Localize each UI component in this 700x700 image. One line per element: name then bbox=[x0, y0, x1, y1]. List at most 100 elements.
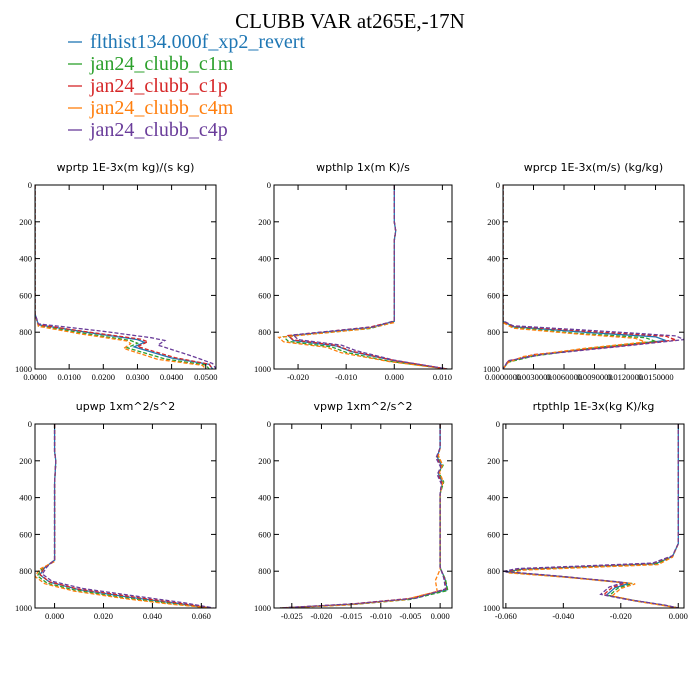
series-line bbox=[35, 185, 216, 369]
y-tick-label: 400 bbox=[487, 254, 500, 264]
y-tick-label: 1000 bbox=[483, 364, 500, 374]
y-tick-label: 800 bbox=[487, 566, 500, 576]
y-tick-label: 800 bbox=[258, 327, 271, 337]
series-line bbox=[35, 185, 214, 369]
y-tick-label: 400 bbox=[487, 493, 500, 503]
x-tick-label: 0.000 bbox=[385, 372, 404, 382]
x-tick-label: 0.040 bbox=[143, 611, 162, 621]
y-tick-label: 200 bbox=[258, 456, 271, 466]
y-tick-label: 400 bbox=[19, 254, 32, 264]
x-tick-label: 0.0000 bbox=[23, 372, 46, 382]
y-tick-label: 400 bbox=[19, 493, 32, 503]
panel: wprcp 1E-3x(m/s) (kg/kg) 0 200 400 600 800 100… bbox=[483, 161, 685, 382]
series-line bbox=[503, 185, 646, 369]
series-group bbox=[35, 185, 216, 369]
legend-entry: jan24_clubb_c4m bbox=[68, 97, 234, 119]
x-tick-label: -0.020 bbox=[287, 372, 309, 382]
figure-title: CLUBB VAR at265E,-17N bbox=[235, 9, 465, 33]
x-tick-label: -0.015 bbox=[340, 611, 362, 621]
series-line bbox=[279, 424, 447, 608]
x-tick-label: 0.0100 bbox=[57, 372, 80, 382]
y-tick-label: 800 bbox=[487, 327, 500, 337]
y-tick-label: 800 bbox=[19, 327, 32, 337]
y-tick-label: 0 bbox=[267, 419, 271, 429]
series-line bbox=[35, 185, 214, 369]
series-group bbox=[35, 424, 214, 608]
panel: vpwp 1xm^2/s^2 0 200 400 600 800 1000 -0.025 -0.… bbox=[254, 400, 453, 621]
x-tick-label: -0.060 bbox=[495, 611, 517, 621]
x-tick-label: -0.020 bbox=[310, 611, 332, 621]
series-group bbox=[503, 185, 684, 369]
y-tick-label: 400 bbox=[258, 493, 271, 503]
series-line bbox=[279, 424, 444, 608]
y-tick-label: 0 bbox=[496, 419, 500, 429]
x-tick-label: 0.000 bbox=[431, 611, 450, 621]
plot-frame bbox=[502, 184, 685, 370]
series-line bbox=[39, 424, 212, 608]
y-tick-label: 1000 bbox=[254, 364, 271, 374]
y-tick-label: 200 bbox=[19, 217, 32, 227]
series-line bbox=[39, 424, 212, 608]
legend-label: jan24_clubb_c1p bbox=[89, 75, 228, 97]
plot-frame bbox=[34, 423, 217, 609]
panel-title: wprtp 1E-3x(m kg)/(s kg) bbox=[57, 161, 195, 174]
series-group bbox=[277, 185, 448, 369]
y-tick-label: 800 bbox=[19, 566, 32, 576]
plot-frame bbox=[502, 423, 685, 609]
y-tick-label: 600 bbox=[487, 290, 500, 300]
y-tick-label: 200 bbox=[258, 217, 271, 227]
x-tick-label: 0.0120000 bbox=[607, 372, 643, 382]
y-tick-label: 600 bbox=[258, 529, 271, 539]
panel-title: upwp 1xm^2/s^2 bbox=[76, 400, 176, 413]
x-tick-label: 0.020 bbox=[94, 611, 113, 621]
series-line bbox=[503, 185, 684, 369]
series-line bbox=[36, 424, 212, 608]
y-tick-label: 1000 bbox=[254, 603, 271, 613]
series-line bbox=[279, 424, 449, 608]
series-line bbox=[291, 185, 448, 369]
y-tick-label: 200 bbox=[487, 217, 500, 227]
series-line bbox=[35, 185, 207, 369]
y-tick-label: 600 bbox=[19, 290, 32, 300]
panel: upwp 1xm^2/s^2 0 200 400 600 800 1000 0.000 0.02… bbox=[15, 400, 217, 621]
y-tick-label: 0 bbox=[28, 419, 32, 429]
legend-label: flthist134.000f_xp2_revert bbox=[90, 31, 305, 53]
legend-label: jan24_clubb_c4p bbox=[89, 119, 228, 141]
plot-frame bbox=[273, 423, 453, 609]
series-line bbox=[503, 424, 679, 608]
legend-entry: jan24_clubb_c4p bbox=[68, 119, 228, 141]
x-tick-label: 0.0200 bbox=[92, 372, 115, 382]
x-tick-label: 0.0090000 bbox=[576, 372, 612, 382]
series-group bbox=[279, 424, 449, 608]
panel-title: wprcp 1E-3x(m/s) (kg/kg) bbox=[524, 161, 663, 174]
series-line bbox=[503, 185, 656, 369]
panel: wprtp 1E-3x(m kg)/(s kg) 0 200 400 600 800 100… bbox=[15, 161, 217, 382]
y-tick-label: 200 bbox=[487, 456, 500, 466]
legend-entry: jan24_clubb_c1p bbox=[68, 75, 228, 97]
series-line bbox=[35, 424, 212, 608]
y-tick-label: 0 bbox=[496, 180, 500, 190]
y-tick-label: 200 bbox=[19, 456, 32, 466]
series-line bbox=[508, 424, 679, 608]
y-tick-label: 0 bbox=[28, 180, 32, 190]
x-tick-label: 0.010 bbox=[433, 372, 452, 382]
series-line bbox=[505, 424, 679, 608]
x-tick-label: 0.000 bbox=[669, 611, 688, 621]
x-tick-label: -0.010 bbox=[335, 372, 357, 382]
series-line bbox=[41, 424, 214, 608]
y-tick-label: 1000 bbox=[483, 603, 500, 613]
x-tick-label: -0.010 bbox=[370, 611, 392, 621]
series-line bbox=[503, 185, 666, 369]
y-tick-label: 600 bbox=[258, 290, 271, 300]
panel-title: wpthlp 1x(m K)/s bbox=[316, 161, 410, 174]
series-group bbox=[503, 424, 679, 608]
panel-title: vpwp 1xm^2/s^2 bbox=[313, 400, 412, 413]
plot-frame bbox=[273, 184, 453, 370]
legend-entry: flthist134.000f_xp2_revert bbox=[68, 31, 305, 53]
series-line bbox=[35, 185, 210, 369]
x-tick-label: 0.000 bbox=[45, 611, 64, 621]
panels: wprtp 1E-3x(m kg)/(s kg) 0 200 400 600 800 100… bbox=[15, 161, 688, 621]
x-tick-label: 0.0000000 bbox=[485, 372, 521, 382]
legend: flthist134.000f_xp2_revert jan24_clubb_c1… bbox=[68, 31, 305, 141]
